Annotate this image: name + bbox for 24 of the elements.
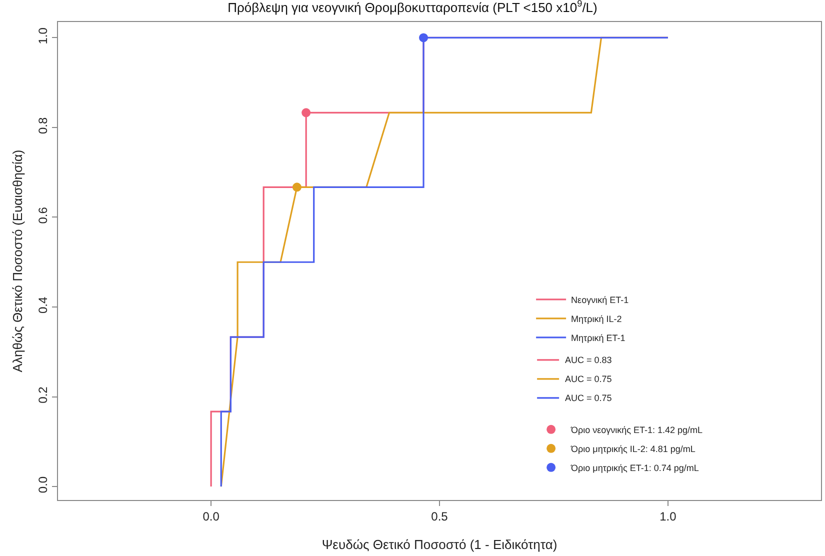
annotation: AUC = 0.75	[565, 374, 612, 384]
legend-label: Όριο νεογνικής ET-1: 1.42 pg/mL	[570, 424, 703, 435]
x-axis-title: Ψευδώς Θετικό Ποσοστό (1 - Ειδικότητα)	[322, 537, 558, 552]
chart-title: Πρόβλεψη για νεογνική Θρομβοκυτταροπενία (PLT <150 x10$^{9}$/L)	[228, 0, 598, 16]
x-tick-label: 0.5	[431, 509, 448, 524]
point	[302, 108, 311, 118]
y-tick-label: 0.0	[36, 476, 50, 494]
y-tick-label: 0.6	[36, 206, 50, 224]
y-tick-label: 0.4	[36, 296, 50, 314]
legend-label: Μητρική ET-1	[571, 332, 626, 343]
y-tick-label: 1.0	[36, 27, 50, 44]
y-axis-title: Αληθώς Θετικό Ποσοστό (Ευαισθησία)	[10, 150, 25, 372]
x-tick-label: 1.0	[660, 509, 677, 524]
legend-label: Νεογνική ET-1	[571, 294, 629, 305]
y-tick-label: 0.2	[36, 386, 50, 404]
x-tick-label: 0.0	[202, 509, 220, 524]
legend-label: Όριο μητρικής IL-2: 4.81 pg/mL	[570, 444, 696, 454]
y-tick-label: 0.8	[36, 117, 50, 134]
annotation: AUC = 0.75	[565, 393, 612, 403]
legend-label: Όριο μητρικής ET-1: 0.74 pg/mL	[570, 462, 699, 473]
annotation: AUC = 0.83	[565, 355, 612, 365]
legend-label: Μητρική IL-2	[571, 314, 622, 324]
point	[292, 182, 302, 192]
point	[419, 33, 428, 42]
